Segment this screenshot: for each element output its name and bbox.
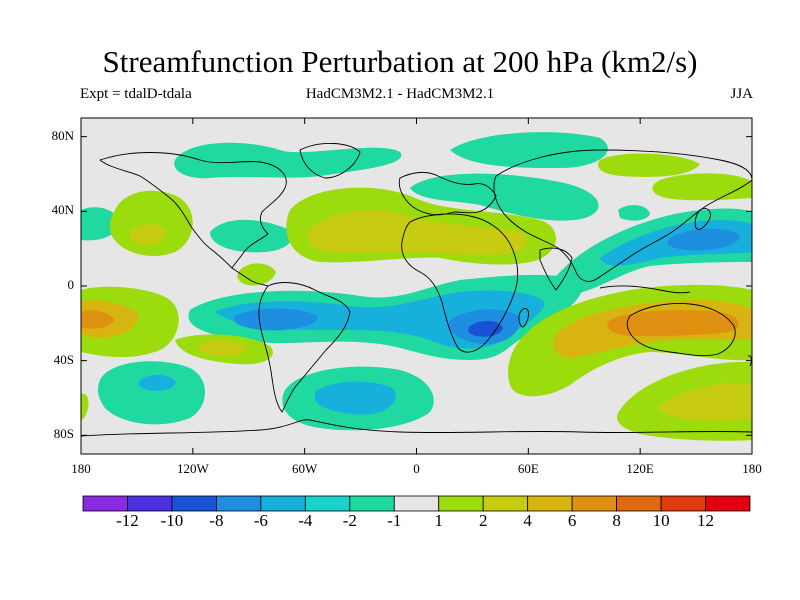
- contour-neg-arctic: [174, 142, 402, 179]
- colorbar-swatch: [215, 495, 262, 512]
- colorbar-label: -8: [209, 511, 224, 530]
- lon-tick-label: 120W: [176, 461, 209, 476]
- contour-pos-n-atlantic-inner: [307, 210, 528, 255]
- coastlines: [81, 142, 752, 437]
- contour-pos-s-pacific-mid-inner: [198, 340, 248, 356]
- contour-pos-southern-ocean-au-inner: [658, 382, 752, 421]
- contour-neg-s-america-core: [234, 308, 318, 331]
- experiment-label: Expt = tdalD-tdala: [80, 86, 192, 102]
- lon-tick-label: 60E: [517, 461, 539, 476]
- lat-tick-label: 40S: [53, 351, 74, 367]
- lat-tick-label: 0: [67, 277, 75, 292]
- colorbar: [82, 495, 751, 512]
- colorbar-label: -6: [253, 511, 268, 530]
- colorbar-swatch: [349, 495, 395, 512]
- contour-pos-n-america-small: [237, 263, 276, 286]
- contour-neg-southern-ocean-inner: [315, 381, 396, 415]
- colorbar-swatch: [705, 495, 751, 512]
- contour-pos-ne-pacific: [109, 190, 193, 257]
- coastline-africa: [401, 213, 519, 353]
- colorbar-swatch: [660, 495, 706, 512]
- contour-neg-n-atlantic: [210, 219, 293, 253]
- lon-tick-label: 60W: [292, 461, 318, 476]
- colorbar-swatch: [304, 495, 351, 512]
- contour-pos-australia-core: [607, 310, 739, 336]
- colorbar-swatch: [171, 495, 217, 512]
- coastline-new-zealand: [747, 355, 752, 367]
- contour-neg-japan-core: [667, 228, 740, 251]
- coastline-indonesia: [599, 285, 691, 294]
- plot-title: Streamfunction Perturbation at 200 hPa (…: [102, 44, 698, 79]
- lat-tick-label: 80N: [51, 127, 74, 143]
- contour-pos-s-atlantic-edge: [81, 393, 89, 420]
- lat-tick-label: 40N: [51, 202, 74, 218]
- lon-tick-label: 120E: [626, 461, 654, 476]
- coastline-europe: [398, 171, 497, 216]
- positive-anomalies: [81, 153, 752, 441]
- colorbar-label: -10: [160, 511, 184, 530]
- colorbar-swatch: [571, 495, 618, 512]
- coastline-india: [539, 247, 573, 291]
- colorbar-label: 1: [434, 511, 443, 530]
- lon-tick-label: 180: [71, 461, 91, 476]
- contour-neg-arctic-asia: [450, 132, 608, 168]
- colorbar-label: 12: [697, 511, 715, 530]
- negative-anomalies: [81, 132, 752, 431]
- coastline-antarctica: [81, 419, 752, 437]
- colorbar-swatch: [260, 495, 306, 512]
- contour-neg-s-pacific: [97, 361, 205, 425]
- colorbar-swatch: [527, 495, 573, 512]
- contour-pos-nw-pacific: [652, 173, 752, 201]
- lon-tick-label: 0: [413, 461, 420, 476]
- season-label: JJA: [730, 86, 753, 102]
- coastline-central-america: [231, 267, 269, 287]
- axis-ticks: [80, 118, 753, 454]
- colorbar-swatch: [482, 495, 529, 512]
- model-label: HadCM3M2.1 - HadCM3M2.1: [305, 86, 495, 102]
- colorbar-swatch: [127, 495, 173, 512]
- coastline-south-america: [258, 282, 351, 413]
- colorbar-label: -1: [387, 511, 402, 530]
- colorbar-swatch: [616, 495, 662, 512]
- coastline-asia: [493, 149, 752, 282]
- coastline-north-america: [99, 152, 287, 269]
- coastline-madagascar: [518, 307, 529, 328]
- colorbar-label: -4: [298, 511, 313, 530]
- contour-pos-ne-pacific-inner: [130, 224, 166, 246]
- coastline-australia: [626, 303, 736, 357]
- coastline-japan: [694, 207, 711, 230]
- lat-tick-label: 80S: [53, 426, 74, 442]
- colorbar-label: -12: [116, 511, 139, 530]
- colorbar-label: 10: [652, 511, 670, 530]
- colorbar-label: 8: [612, 511, 621, 530]
- contour-neg-ne-pacific: [81, 207, 120, 241]
- lon-tick-label: 180: [742, 461, 762, 476]
- colorbar-label: 2: [478, 511, 488, 530]
- colorbar-swatch: [393, 495, 440, 512]
- colorbar-label: 6: [567, 511, 577, 530]
- colorbar-label: 4: [523, 511, 532, 530]
- colorbar-swatch: [438, 495, 484, 512]
- contour-field: [81, 118, 752, 454]
- contour-pos-arctic-asia: [598, 153, 700, 177]
- colorbar-swatch: [82, 495, 128, 512]
- coastline-greenland: [299, 142, 361, 179]
- contour-neg-s-pacific-inner: [138, 374, 176, 391]
- contour-neg-central-asia: [410, 173, 599, 221]
- contour-neg-nw-pacific-small: [618, 205, 650, 221]
- colorbar-label: -2: [342, 511, 357, 530]
- contour-pos-central-pacific-core: [81, 310, 114, 329]
